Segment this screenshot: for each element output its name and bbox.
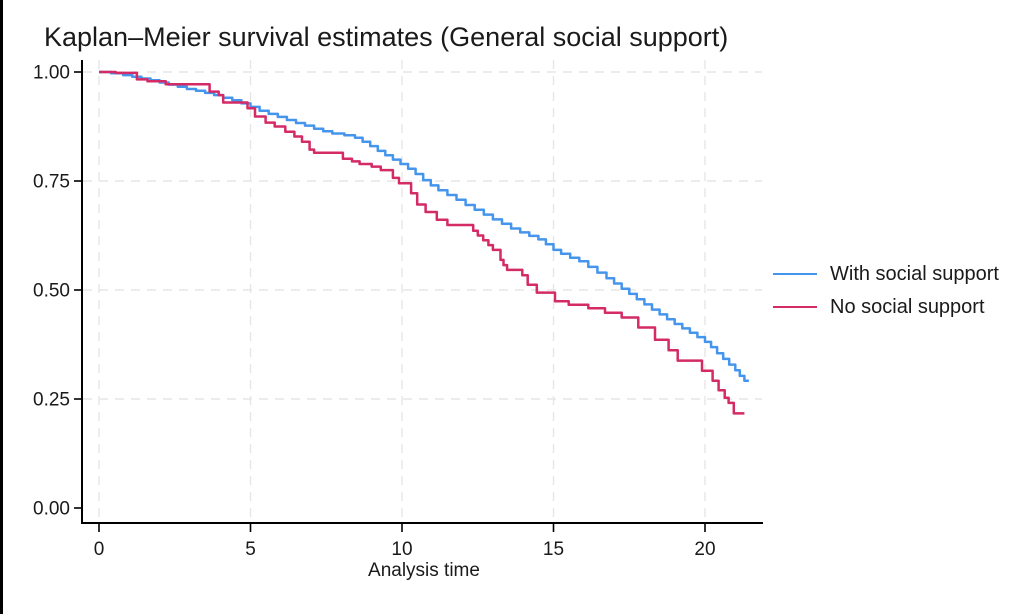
x-tick-label: 10 bbox=[391, 539, 412, 560]
legend-label-with-support: With social support bbox=[830, 262, 999, 285]
x-tick-label: 20 bbox=[694, 539, 715, 560]
x-axis-title: Analysis time bbox=[368, 560, 480, 581]
y-tick-label: 0.75 bbox=[33, 172, 70, 193]
chart-title: Kaplan–Meier survival estimates (General… bbox=[44, 22, 729, 52]
legend-label-no-support: No social support bbox=[830, 295, 985, 318]
y-tick-label: 0.25 bbox=[33, 390, 70, 411]
legend-item-with-support: With social support bbox=[773, 261, 999, 287]
x-tick-label: 0 bbox=[94, 539, 105, 560]
window-left-edge bbox=[0, 0, 3, 614]
legend-line-no-support bbox=[773, 306, 817, 308]
legend: With social support No social support bbox=[773, 261, 999, 320]
survival-curve-with-support bbox=[99, 70, 749, 382]
y-tick-label: 0.00 bbox=[33, 499, 70, 520]
y-tick-label: 1.00 bbox=[33, 63, 70, 84]
survival-curve-no-support bbox=[99, 70, 745, 415]
x-tick-label: 5 bbox=[245, 539, 256, 560]
y-tick-label: 0.50 bbox=[33, 281, 70, 302]
x-tick-label: 15 bbox=[543, 539, 564, 560]
legend-line-with-support bbox=[773, 273, 817, 275]
legend-item-no-support: No social support bbox=[773, 294, 999, 320]
